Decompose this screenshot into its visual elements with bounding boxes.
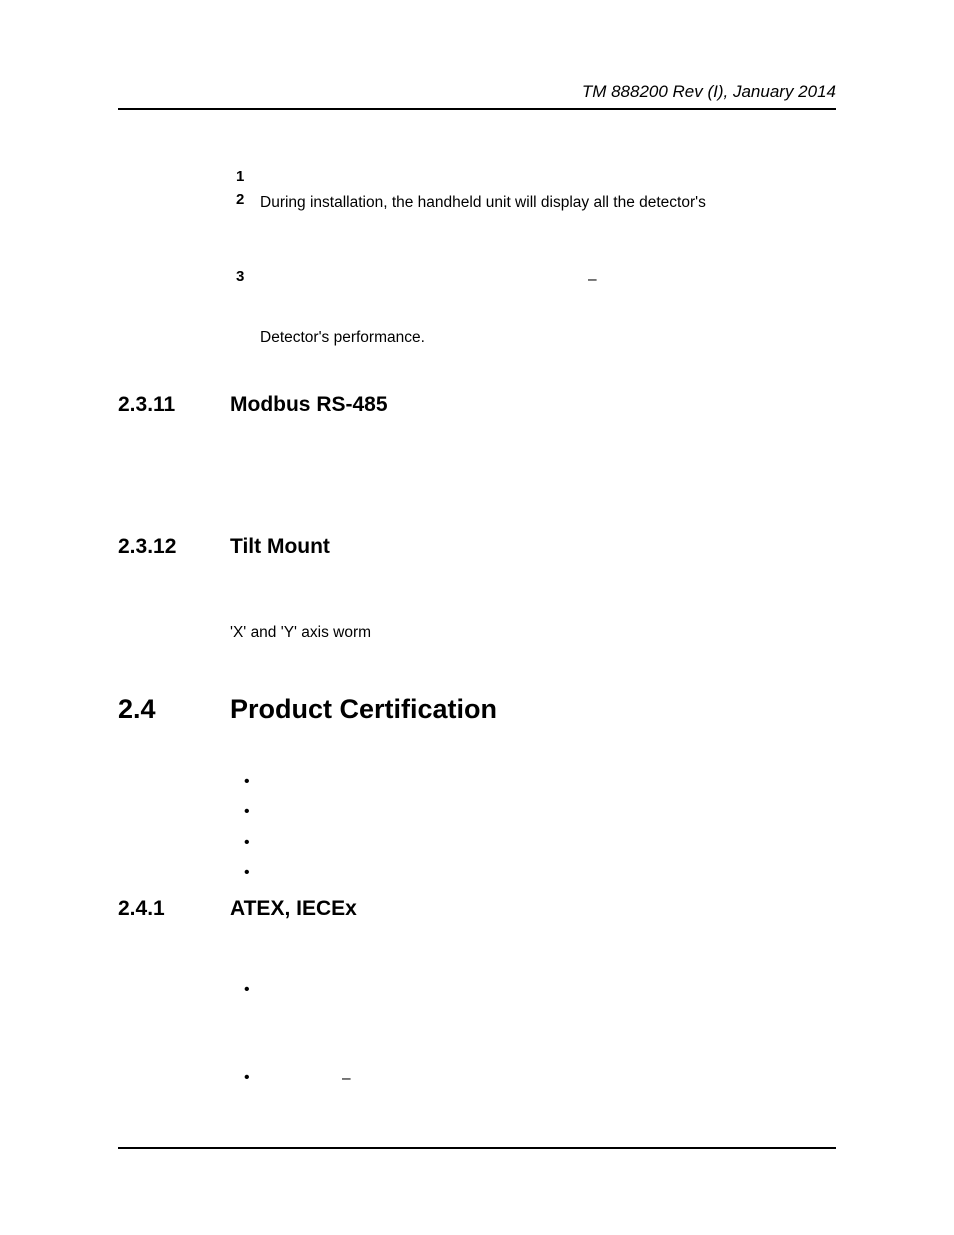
list-item: 2 During installation, the handheld unit… (236, 191, 836, 214)
list-item: 1 (236, 168, 836, 185)
section-body-2312: 'X' and 'Y' axis worm (230, 621, 836, 644)
section-heading-2311: 2.3.11 Modbus RS-485 (118, 393, 836, 417)
bullet-icon: • (244, 832, 272, 854)
section-heading-2312: 2.3.12 Tilt Mount (118, 535, 836, 559)
bullet-list-241: • • – (244, 979, 836, 1091)
bullet-list-24: • • • • (244, 771, 836, 885)
list-item: • (244, 832, 836, 854)
list-item: 3 – (236, 268, 836, 291)
numbered-list: 1 2 During installation, the handheld un… (236, 168, 836, 349)
section-number: 2.4 (118, 694, 230, 725)
dash: – (342, 1067, 351, 1090)
section-number: 2.3.11 (118, 393, 230, 417)
bullet-icon: • (244, 801, 272, 823)
list-number: 2 (236, 191, 260, 208)
list-item: • (244, 862, 836, 884)
list-item: • – (244, 1067, 836, 1090)
list-text: During installation, the handheld unit w… (260, 191, 706, 214)
section-title: Tilt Mount (230, 535, 330, 559)
list-tail-text: Detector's performance. (260, 326, 836, 349)
section-number: 2.3.12 (118, 535, 230, 559)
section-heading-24: 2.4 Product Certification (118, 694, 836, 725)
section-number: 2.4.1 (118, 897, 230, 921)
bullet-icon: • (244, 771, 272, 793)
bullet-icon: • (244, 1067, 272, 1089)
page-header: TM 888200 Rev (I), January 2014 (118, 82, 836, 110)
footer-rule (118, 1147, 836, 1149)
bullet-icon: • (244, 862, 272, 884)
section-title: Modbus RS-485 (230, 393, 388, 417)
section-title: ATEX, IECEx (230, 897, 357, 921)
list-number: 3 (236, 268, 260, 285)
list-item: • (244, 979, 836, 1001)
dash: – (588, 268, 597, 291)
bullet-icon: • (244, 979, 272, 1001)
section-heading-241: 2.4.1 ATEX, IECEx (118, 897, 836, 921)
list-item: • (244, 771, 836, 793)
list-number: 1 (236, 168, 260, 185)
list-item: • (244, 801, 836, 823)
section-title: Product Certification (230, 694, 497, 725)
